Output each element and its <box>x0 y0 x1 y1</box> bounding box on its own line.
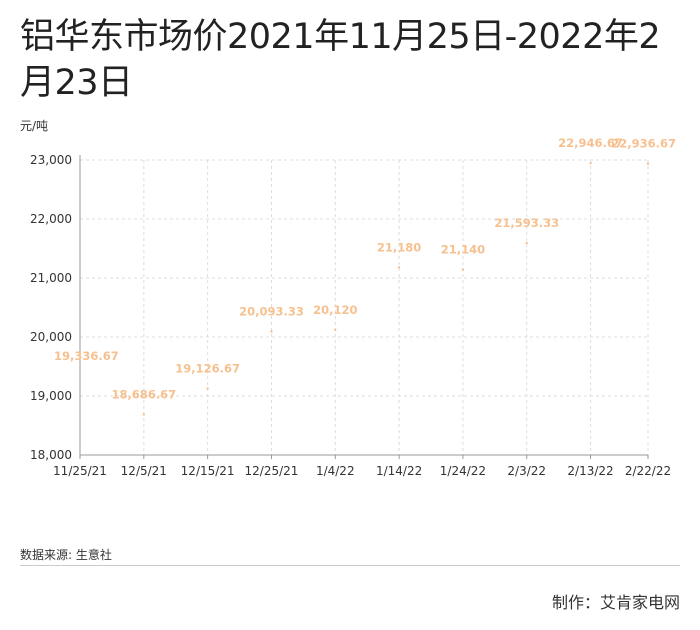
divider <box>20 565 680 566</box>
data-label: 22,936.67 <box>611 137 676 151</box>
x-tick-label: 2/22/22 <box>625 464 671 478</box>
data-source: 数据来源: 生意社 <box>20 548 112 562</box>
x-tick-label: 2/3/22 <box>507 464 546 478</box>
x-tick-label: 2/13/22 <box>567 464 613 478</box>
data-label: 21,140 <box>441 243 485 257</box>
data-point <box>461 268 465 271</box>
data-point <box>525 241 528 245</box>
grid-lines <box>80 159 649 455</box>
x-tick-label: 11/25/21 <box>53 464 107 478</box>
y-axis-unit-label: 元/吨 <box>20 119 49 133</box>
data-point <box>589 161 592 165</box>
data-point <box>142 413 146 416</box>
data-label: 18,686.67 <box>111 387 176 401</box>
data-label: 20,093.33 <box>239 304 304 318</box>
data-point <box>397 266 401 269</box>
data-point <box>206 387 209 390</box>
y-tick-label: 21,000 <box>30 271 72 285</box>
page-title: 铝华东市场价2021年11月25日-2022年2月23日 <box>20 17 661 103</box>
data-point <box>270 330 273 333</box>
y-tick-label: 18,000 <box>30 448 72 462</box>
data-label: 22,946.67 <box>558 136 623 150</box>
y-tick-labels: 18,000 19,000 20,000 21,000 22,000 23,000 <box>30 153 72 462</box>
x-tick-label: 1/4/22 <box>316 464 355 478</box>
data-labels: 19,336.67 18,686.67 19,126.67 20,093.33 20,1… <box>54 136 676 401</box>
x-tick-label: 1/14/22 <box>376 464 422 478</box>
data-label: 20,120 <box>313 303 357 317</box>
data-point <box>78 374 82 378</box>
credit-text: 制作：艾肯家电网 <box>551 593 680 612</box>
y-tick-label: 19,000 <box>30 389 72 403</box>
axes <box>79 155 649 459</box>
y-tick-label: 20,000 <box>30 330 72 344</box>
y-tick-label: 22,000 <box>30 212 72 226</box>
x-tick-labels: 11/25/21 12/5/21 12/15/21 12/25/21 1/4/22 1/1… <box>53 464 671 478</box>
data-point <box>646 162 650 165</box>
x-tick-label: 1/24/22 <box>440 464 486 478</box>
data-label: 19,336.67 <box>54 349 119 363</box>
y-tick-label: 23,000 <box>30 153 72 167</box>
x-tick-label: 12/25/21 <box>245 464 299 478</box>
x-tick-label: 12/5/21 <box>121 464 167 478</box>
data-label: 21,180 <box>377 240 421 254</box>
data-label: 19,126.67 <box>175 362 240 376</box>
data-points <box>78 161 650 416</box>
scatter-chart: 18,000 19,000 20,000 21,000 22,000 23,000 11/… <box>30 136 676 478</box>
data-label: 21,593.33 <box>494 216 559 230</box>
x-tick-label: 12/15/21 <box>181 464 235 478</box>
data-point <box>334 328 337 332</box>
